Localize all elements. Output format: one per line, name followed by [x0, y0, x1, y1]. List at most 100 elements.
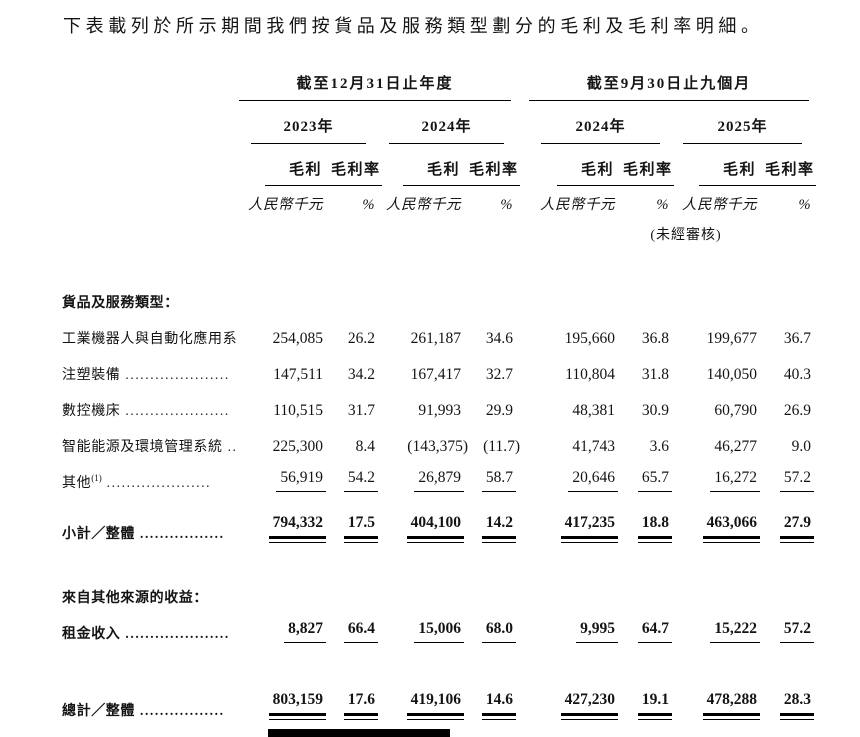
year-header-row: 2023年 2024年 2024年 2025年 [62, 101, 811, 144]
cell-value: 427,230 [527, 643, 615, 720]
cell-value: 34.6 [485, 330, 514, 347]
prospectus-page: 下表載列於所示期間我們按貨品及服務類型劃分的毛利及毛利率明細。 截至12月31日… [0, 0, 860, 720]
cell-value: 48,381 [572, 402, 616, 419]
cell-value: 803,159 [237, 643, 323, 720]
table-row: 其他(1) ..................... 56,919 54.2 26,… [62, 456, 811, 492]
period-header-row: 截至12月31日止年度 截至9月30日止九個月 [62, 72, 811, 101]
cell-value: 8,827 [237, 607, 323, 643]
period-group-9m: 截至9月30日止九個月 [527, 72, 811, 101]
year-2024-9m: 2024年 [527, 101, 669, 144]
table-row: 總計／整體 ................. 803,159 17.6 419,10… [62, 643, 811, 720]
gp-header: 毛利 [375, 144, 461, 186]
column-gap [513, 384, 527, 420]
row-label: 租金收入 ..................... [62, 626, 230, 642]
cell-value: 30.9 [641, 402, 670, 419]
cell-value: 26.9 [783, 402, 812, 419]
cell-value: 26.2 [347, 330, 375, 347]
gpm-header: 毛利率 [757, 144, 816, 186]
row-label: 注塑裝備 ..................... [62, 367, 230, 383]
column-gap [513, 348, 527, 384]
cell-value: 64.7 [615, 607, 669, 643]
cell-value: 41,743 [572, 438, 616, 455]
gpm-header: 毛利率 [323, 144, 382, 186]
unit-currency: 人民幣千元 [386, 197, 461, 213]
table-row: 貨品及服務類型： [62, 264, 811, 312]
cell-value: (143,375) [407, 438, 468, 455]
cell-value: 65.7 [615, 456, 669, 492]
table-row: 小計／整體 ................. 794,332 17.5 404,10… [62, 492, 811, 543]
unit-currency: 人民幣千元 [540, 197, 616, 213]
cell-value: 40.3 [783, 366, 812, 383]
unaudited-note: (未經審核) [650, 228, 722, 243]
gpm-header: 毛利率 [615, 144, 674, 186]
row-label: 智能能源及環境管理系統 ...... [62, 439, 237, 455]
cell-value: 32.7 [485, 366, 514, 383]
unit-percent: % [362, 197, 375, 213]
period-group-fy-label: 截至12月31日止年度 [239, 72, 512, 101]
cell-value: 110,515 [273, 402, 323, 419]
gp-header: 毛利 [237, 144, 323, 186]
cell-value: 147,511 [273, 366, 323, 383]
cell-value: 27.9 [757, 492, 811, 543]
unit-currency: 人民幣千元 [248, 197, 323, 213]
cell-value: 9.0 [791, 438, 812, 455]
row-label: 小計／整體 ................. [62, 526, 225, 542]
cell-value: 9,995 [527, 607, 615, 643]
cell-value: 46,277 [714, 438, 758, 455]
row-label: 其他(1) ..................... [62, 473, 212, 491]
cell-value: 31.8 [641, 366, 670, 383]
cell-value: 29.9 [485, 402, 514, 419]
table-row: 注塑裝備 ..................... 147,511 34.2 167… [62, 348, 811, 384]
cell-value: 225,300 [272, 438, 323, 455]
cell-value: 254,085 [272, 330, 323, 347]
column-gap [513, 643, 527, 720]
unit-percent: % [798, 197, 812, 213]
table-intro-text: 下表載列於所示期間我們按貨品及服務類型劃分的毛利及毛利率明細。 [63, 16, 764, 36]
cell-value: 794,332 [237, 492, 323, 543]
cell-value: 199,677 [706, 330, 758, 347]
cell-value: 19.1 [615, 643, 669, 720]
table-row: 智能能源及環境管理系統 ...... 225,300 8.4 (143,375) (11… [62, 420, 811, 456]
cell-value: 17.5 [323, 492, 375, 543]
cell-value: 66.4 [323, 607, 375, 643]
cell-value: 478,288 [669, 643, 757, 720]
row-label: 數控機床 ..................... [62, 403, 230, 419]
cell-value: 20,646 [527, 456, 615, 492]
period-group-9m-label: 截至9月30日止九個月 [529, 72, 810, 101]
unit-percent: % [500, 197, 514, 213]
gp-header: 毛利 [527, 144, 616, 186]
cell-value: 8.4 [355, 438, 375, 455]
cell-value: 31.7 [347, 402, 375, 419]
unit-currency: 人民幣千元 [682, 197, 758, 213]
cell-value: 14.2 [461, 492, 513, 543]
year-2025: 2025年 [669, 101, 811, 144]
cell-value: 17.6 [323, 643, 375, 720]
gross-profit-table: 截至12月31日止年度 截至9月30日止九個月 2023年 2024年 2024… [62, 72, 816, 720]
cell-value: 60,790 [714, 402, 758, 419]
cell-value: 91,993 [418, 402, 461, 419]
cell-value: 57.2 [757, 607, 811, 643]
year-2024: 2024年 [375, 101, 513, 144]
cell-value: 18.8 [615, 492, 669, 543]
measure-header-row: 毛利 毛利率 毛利 毛利率 毛利 毛利率 毛利 毛利率 [62, 144, 816, 186]
cell-value: (11.7) [483, 438, 521, 455]
units-row: 人民幣千元 % 人民幣千元 % 人民幣千元 % 人民幣千元 % [62, 186, 811, 214]
cell-value: 261,187 [410, 330, 461, 347]
cell-value: 57.2 [757, 456, 811, 492]
cell-value: 110,804 [565, 366, 616, 383]
cell-value: 58.7 [461, 456, 513, 492]
cell-value: 28.3 [757, 643, 811, 720]
row-label: 總計／整體 ................. [62, 703, 225, 719]
table-row: 來自其他來源的收益： [62, 543, 811, 607]
cell-value: 36.7 [783, 330, 812, 347]
row-label: 貨品及服務類型： [62, 296, 179, 311]
cell-value: 3.6 [649, 438, 670, 455]
cell-value: 16,272 [669, 456, 757, 492]
cell-value: 417,235 [527, 492, 615, 543]
period-group-fy: 截至12月31日止年度 [237, 72, 513, 101]
row-label: 工業機器人與自動化應用系統 .. [62, 332, 237, 347]
unaudited-row: (未經審核) [62, 214, 811, 264]
table-body: 貨品及服務類型： 工業機器人與自動化應用系統 .. 254,085 26.2 261,1… [62, 264, 811, 720]
cell-value: 36.8 [641, 330, 670, 347]
header-spacer [62, 72, 237, 101]
